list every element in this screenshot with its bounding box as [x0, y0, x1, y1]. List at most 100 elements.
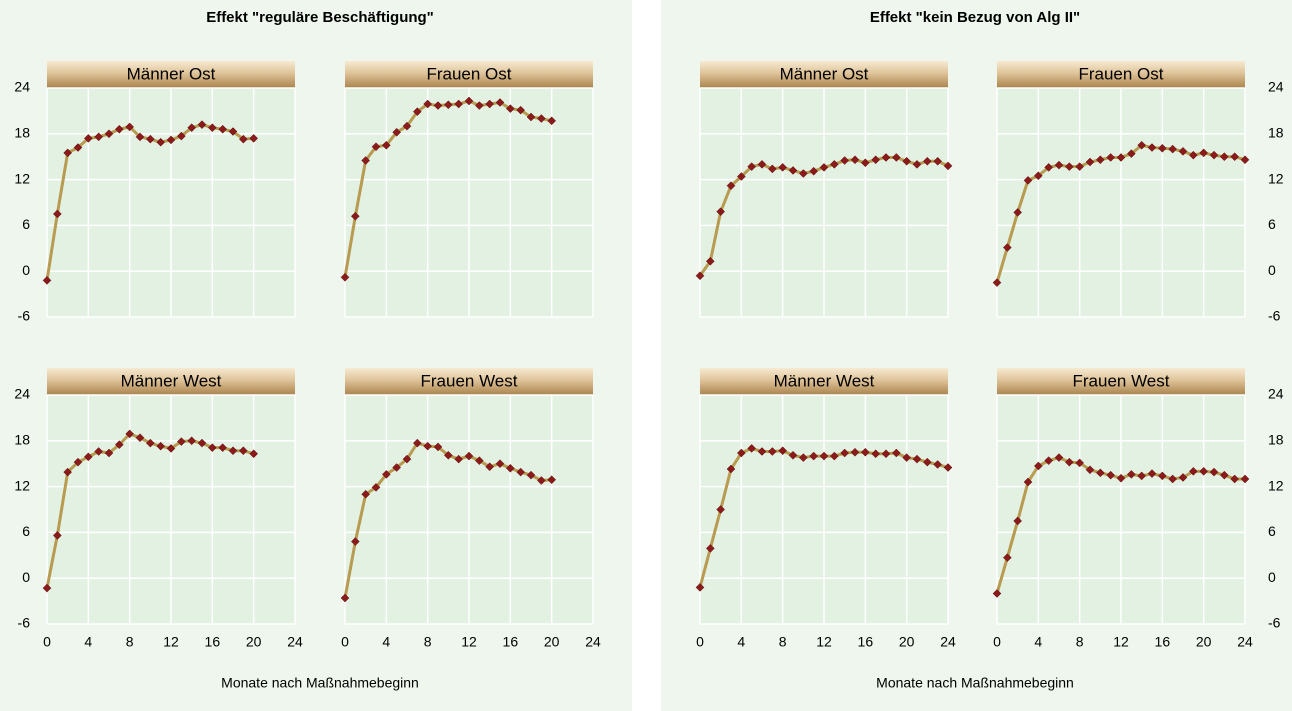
- x-tick-label: 20: [899, 634, 915, 650]
- marker: [42, 276, 52, 285]
- marker: [104, 448, 114, 458]
- marker: [1157, 143, 1167, 153]
- chart-title: Effekt "reguläre Beschäftigung": [206, 9, 434, 26]
- marker: [361, 156, 371, 165]
- marker: [902, 156, 912, 166]
- marker: [402, 454, 412, 464]
- marker: [1106, 153, 1116, 162]
- strip: [997, 368, 1245, 395]
- x-tick-label: 8: [126, 634, 134, 650]
- marker: [485, 99, 495, 109]
- marker: [412, 438, 422, 448]
- marker: [443, 100, 453, 110]
- marker: [819, 163, 829, 172]
- y-tick-label: 18: [14, 432, 30, 448]
- marker: [1219, 152, 1229, 162]
- y-tick-label: -6: [1268, 308, 1281, 324]
- marker: [1116, 153, 1126, 162]
- strip: [47, 368, 295, 395]
- marker: [176, 131, 186, 141]
- x-tick-label: 8: [779, 634, 787, 650]
- marker: [1147, 143, 1157, 152]
- y-tick-label: 0: [22, 569, 30, 585]
- marker: [433, 101, 443, 110]
- panel-label: Männer West: [121, 371, 222, 390]
- marker: [912, 454, 922, 464]
- marker: [1064, 457, 1074, 467]
- marker: [695, 583, 705, 592]
- x-tick-label: 0: [993, 634, 1001, 650]
- marker: [1230, 152, 1240, 162]
- marker: [125, 122, 135, 132]
- marker: [485, 462, 495, 472]
- x-tick-label: 0: [341, 634, 349, 650]
- marker: [392, 127, 402, 137]
- marker: [197, 120, 207, 129]
- marker: [238, 134, 248, 144]
- marker: [402, 121, 412, 131]
- marker: [454, 454, 464, 464]
- marker: [505, 463, 515, 473]
- marker: [778, 446, 788, 456]
- marker: [1240, 155, 1250, 165]
- marker: [423, 441, 433, 451]
- marker: [1116, 473, 1126, 483]
- y-tick-label: 18: [14, 125, 30, 141]
- y-tick-label: 12: [1268, 477, 1284, 493]
- marker: [52, 531, 62, 540]
- marker: [757, 447, 767, 456]
- x-tick-label: 8: [1076, 634, 1084, 650]
- marker: [156, 441, 166, 451]
- y-tick-label: 0: [1268, 569, 1276, 585]
- marker: [104, 129, 114, 139]
- y-tick-label: 24: [1268, 386, 1284, 402]
- marker: [1085, 157, 1095, 167]
- marker: [1002, 243, 1012, 252]
- marker: [922, 156, 932, 166]
- marker: [135, 433, 145, 443]
- marker: [1188, 466, 1198, 476]
- x-tick-label: 4: [737, 634, 745, 650]
- marker: [705, 256, 715, 266]
- y-tick-label: 24: [14, 79, 30, 95]
- x-tick-label: 12: [1113, 634, 1129, 650]
- marker: [933, 460, 943, 469]
- marker: [767, 164, 777, 174]
- marker: [1209, 467, 1219, 477]
- marker: [218, 124, 228, 134]
- x-tick-label: 24: [1237, 634, 1253, 650]
- marker: [495, 459, 505, 469]
- marker: [187, 436, 197, 446]
- marker: [1199, 148, 1209, 158]
- marker: [860, 158, 870, 168]
- marker: [145, 134, 155, 144]
- marker: [1178, 147, 1188, 156]
- x-tick-label: 0: [43, 634, 51, 650]
- marker: [992, 589, 1002, 598]
- marker: [412, 107, 422, 117]
- marker: [1209, 150, 1219, 160]
- marker: [829, 451, 839, 461]
- marker: [1126, 470, 1136, 479]
- marker: [83, 134, 93, 143]
- x-axis-label: Monate nach Maßnahmebeginn: [876, 675, 1074, 691]
- marker: [1064, 162, 1074, 171]
- panel-label: Frauen West: [1072, 371, 1169, 390]
- y-tick-label: 18: [1268, 125, 1284, 141]
- y-tick-label: 6: [1268, 216, 1276, 232]
- y-tick-label: 12: [1268, 170, 1284, 186]
- x-tick-label: 12: [163, 634, 179, 650]
- marker: [474, 101, 484, 110]
- marker: [1095, 155, 1105, 165]
- marker: [1168, 144, 1178, 154]
- marker: [1219, 470, 1229, 480]
- marker: [798, 453, 808, 462]
- marker: [547, 475, 557, 485]
- marker: [381, 140, 391, 150]
- marker: [1044, 456, 1054, 466]
- marker: [850, 447, 860, 457]
- marker: [187, 123, 197, 133]
- marker: [135, 132, 145, 142]
- marker: [829, 159, 839, 169]
- marker: [516, 105, 526, 115]
